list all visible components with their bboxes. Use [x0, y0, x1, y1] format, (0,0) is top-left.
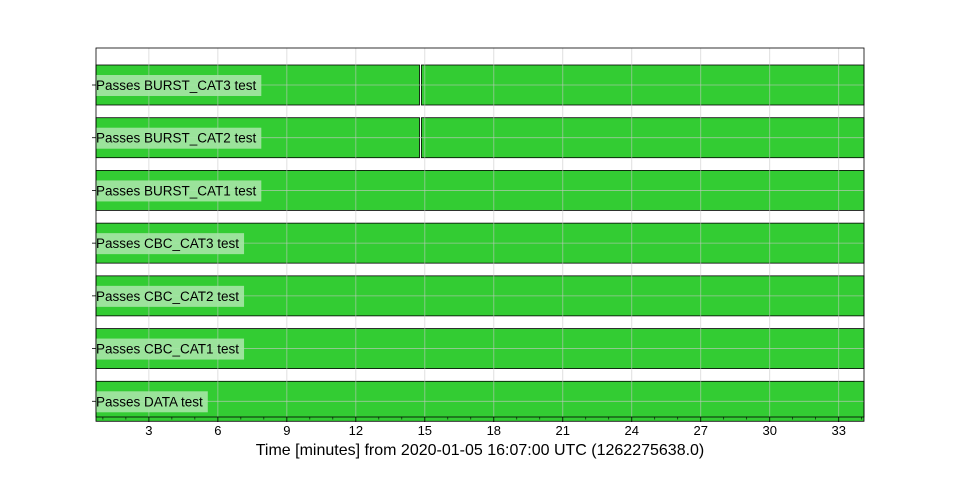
- row-label-group: Passes BURST_CAT1 test: [96, 180, 262, 202]
- row-label: Passes BURST_CAT3 test: [96, 78, 257, 93]
- x-tick-label: 33: [831, 423, 845, 438]
- row-label-background: [96, 285, 245, 307]
- row-label-background: [96, 391, 208, 413]
- x-tick-label: 18: [487, 423, 501, 438]
- x-tick-label: 3: [145, 423, 152, 438]
- row-label: Passes CBC_CAT3 test: [96, 236, 239, 251]
- row-labels: Passes BURST_CAT3 test Passes BURST_CAT2 …: [92, 75, 262, 413]
- row-label-group: Passes CBC_CAT2 test: [96, 285, 245, 307]
- x-tick-label: 15: [418, 423, 432, 438]
- row-label: Passes DATA test: [96, 394, 203, 409]
- row-label-background: [96, 180, 262, 202]
- x-axis-ticks: 3 6 9 12 15 18 21 24 27 30 33: [102, 417, 863, 438]
- x-tick-label: 21: [556, 423, 570, 438]
- row-label: Passes CBC_CAT1 test: [96, 342, 239, 357]
- row-label-group: Passes CBC_CAT3 test: [96, 233, 245, 255]
- row-label-background: [96, 75, 262, 96]
- row-label-group: Passes BURST_CAT3 test: [96, 75, 262, 96]
- x-tick-label: 27: [694, 423, 708, 438]
- row-label: Passes CBC_CAT2 test: [96, 289, 239, 304]
- x-tick-label: 30: [762, 423, 776, 438]
- row-label-group: Passes DATA test: [96, 391, 208, 413]
- row-label-background: [96, 338, 245, 360]
- x-tick-label: 9: [283, 423, 290, 438]
- row-label: Passes BURST_CAT2 test: [96, 131, 257, 146]
- row-label: Passes BURST_CAT1 test: [96, 183, 257, 198]
- row-label-group: Passes CBC_CAT1 test: [96, 338, 245, 360]
- plot-frame: [95, 47, 865, 418]
- x-axis-title: Time [minutes] from 2020-01-05 16:07:00 …: [256, 442, 705, 459]
- x-tick-label: 24: [625, 423, 639, 438]
- row-label-background: [96, 127, 262, 149]
- row-label-group: Passes BURST_CAT2 test: [96, 127, 262, 149]
- x-tick-label: 6: [214, 423, 221, 438]
- x-tick-label: 12: [349, 423, 363, 438]
- row-label-background: [96, 233, 245, 255]
